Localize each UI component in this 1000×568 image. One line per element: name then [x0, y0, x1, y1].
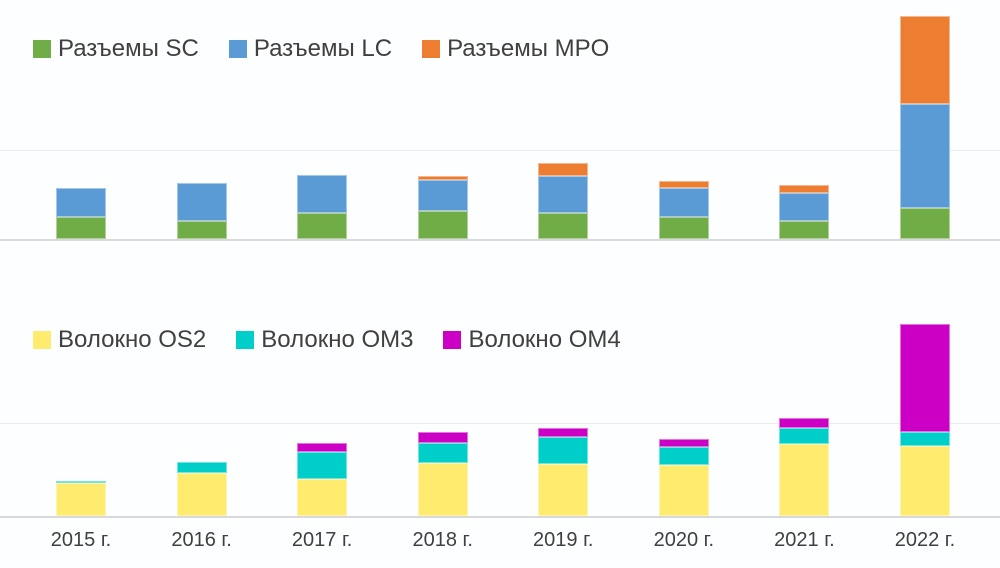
x-axis-label-2020: 2020 г.: [653, 529, 715, 551]
bar-segment-mpo-2022: [899, 16, 950, 104]
bar-segment-os2-2018: [417, 463, 468, 516]
legend-label-mpo: Разъемы MPO: [447, 35, 610, 62]
gridline: [0, 150, 1000, 151]
bar-segment-lc-2017: [297, 175, 348, 213]
x-axis-label-2018: 2018 г.: [412, 529, 473, 551]
legend-item-om3: Волокно OM3: [236, 327, 413, 353]
bar-segment-om3-2021: [779, 428, 830, 444]
fibers-chart-plot: [0, 277, 1000, 518]
bar-segment-os2-2016: [176, 473, 227, 516]
bar-segment-os2-2021: [779, 444, 830, 516]
legend-label-sc: Разъемы SC: [58, 35, 199, 62]
x-axis-labels: 2015 г. 2016 г. 2017 г. 2018 г. 2019 г. …: [0, 527, 1000, 557]
legend-label-os2: Волокно OS2: [58, 326, 207, 353]
legend-item-mpo: Разъемы MPO: [422, 36, 609, 62]
bar-segment-lc-2019: [538, 176, 589, 213]
bar-segment-sc-2020: [658, 217, 709, 239]
legend-label-om4: Волокно OM4: [468, 326, 621, 353]
fibers-legend: Волокно OS2 Волокно OM3 Волокно OM4: [33, 327, 621, 353]
om4-swatch-icon: [443, 331, 462, 349]
bar-segment-om3-2019: [538, 437, 589, 464]
bar-segment-sc-2018: [417, 211, 468, 239]
bar-segment-om4-2017: [297, 443, 348, 452]
mpo-swatch-icon: [422, 40, 441, 58]
bar-segment-mpo-2018: [417, 176, 468, 180]
om3-swatch-icon: [236, 331, 255, 349]
bar-segment-lc-2021: [779, 193, 830, 221]
x-axis-label-2015: 2015 г.: [50, 529, 112, 551]
bar-segment-os2-2017: [297, 479, 348, 516]
bar-segment-mpo-2020: [658, 181, 709, 188]
bar-segment-os2-2022: [899, 446, 950, 516]
bar-segment-sc-2021: [779, 221, 830, 239]
bar-segment-sc-2015: [56, 217, 106, 239]
sc-swatch-icon: [33, 40, 51, 58]
bar-segment-os2-2019: [538, 464, 589, 516]
bar-segment-lc-2016: [176, 183, 227, 221]
bar-segment-om4-2020: [658, 439, 709, 447]
legend-label-om3: Волокно OM3: [261, 326, 414, 353]
gridline: [0, 423, 1000, 424]
bar-segment-om3-2020: [658, 447, 709, 465]
bar-segment-mpo-2019: [538, 163, 589, 176]
bar-segment-om3-2015: [56, 481, 106, 483]
bar-segment-sc-2017: [297, 213, 348, 239]
connectors-legend: Разъемы SC Разъемы LC Разъемы MPO: [33, 36, 609, 62]
x-axis-label-2017: 2017 г.: [291, 529, 353, 551]
legend-label-lc: Разъемы LC: [253, 35, 393, 62]
bar-segment-om4-2021: [779, 418, 830, 428]
bar-segment-sc-2016: [176, 221, 227, 239]
bar-segment-om3-2017: [297, 452, 348, 479]
bar-segment-os2-2015: [56, 483, 106, 516]
bar-segment-om4-2022: [899, 324, 950, 432]
x-axis-label-2016: 2016 г.: [171, 529, 232, 551]
x-axis-label-2022: 2022 г.: [894, 529, 956, 551]
bar-segment-mpo-2021: [779, 185, 830, 193]
bar-segment-lc-2015: [56, 188, 106, 217]
bar-segment-om4-2018: [417, 432, 468, 443]
bar-segment-os2-2020: [658, 465, 709, 516]
bar-segment-sc-2019: [538, 213, 589, 239]
bar-segment-lc-2020: [658, 188, 709, 217]
os2-swatch-icon: [33, 331, 51, 349]
bar-segment-om4-2019: [538, 428, 589, 437]
bar-segment-lc-2018: [417, 180, 468, 211]
legend-item-lc: Разъемы LC: [228, 35, 393, 62]
x-axis-label-2019: 2019 г.: [533, 529, 594, 551]
legend-item-sc: Разъемы SC: [33, 36, 199, 62]
bar-segment-om3-2018: [417, 443, 468, 463]
bar-segment-om3-2022: [899, 432, 950, 446]
x-axis-label-2021: 2021 г.: [774, 529, 835, 551]
bar-segment-sc-2022: [899, 208, 950, 239]
legend-item-om4: Волокно OM4: [443, 326, 621, 353]
bar-segment-om3-2016: [176, 462, 227, 473]
bar-segment-lc-2022: [899, 104, 950, 208]
lc-swatch-icon: [228, 40, 247, 58]
connectors-chart-plot: [0, 0, 1000, 241]
legend-item-os2: Волокно OS2: [33, 327, 206, 353]
